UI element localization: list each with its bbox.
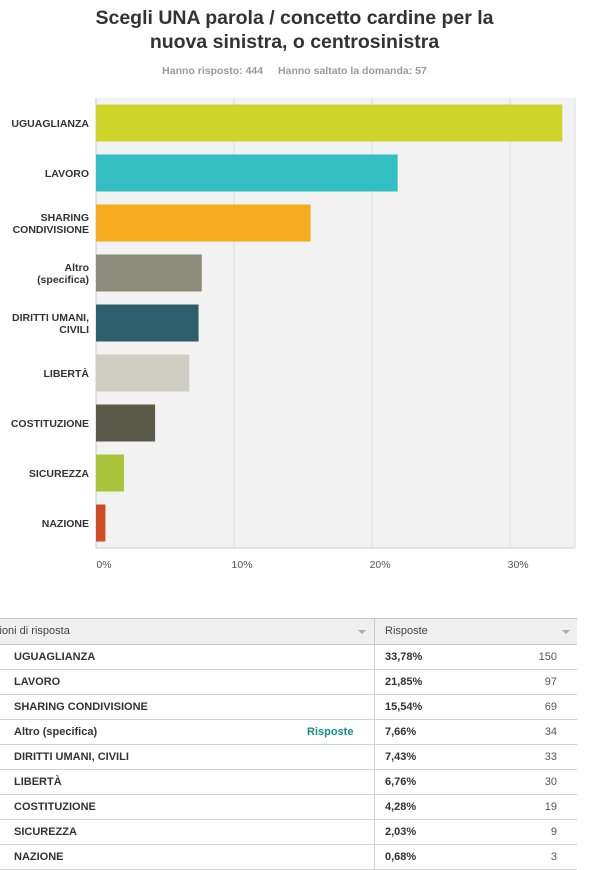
category-label: UGUAGLIANZA — [11, 118, 89, 130]
table-row: SICUREZZA 2,03% 9 — [0, 820, 577, 845]
column-divider — [374, 670, 375, 694]
column-divider — [374, 695, 375, 719]
category-label-line: DIRITTI UMANI, — [12, 312, 89, 324]
column-divider — [374, 745, 375, 769]
table-body: UGUAGLIANZA 33,78% 150 LAVORO 21,85% 97 SHARIN… — [0, 645, 577, 870]
category-label: NAZIONE — [42, 518, 89, 530]
category-label-line: Altro — [65, 262, 90, 274]
header-option[interactable]: zioni di risposta — [0, 625, 70, 637]
bar — [96, 104, 563, 142]
table-row: SHARING CONDIVISIONE 15,54% 69 — [0, 695, 577, 720]
chart-title: Scegli UNA parola / concetto cardine per… — [0, 6, 589, 54]
category-label-line: LIBERTÀ — [44, 367, 90, 380]
option-label: LIBERTÀ — [14, 776, 62, 788]
response-percent: 7,43% — [385, 751, 417, 763]
table-row: LAVORO 21,85% 97 — [0, 670, 577, 695]
option-label: Altro (specifica) — [14, 726, 98, 738]
category-label-line: SICUREZZA — [29, 468, 90, 480]
bar — [96, 454, 125, 492]
category-label-line: LAVORO — [45, 168, 89, 180]
column-divider — [374, 645, 375, 669]
bar — [96, 154, 398, 192]
response-percent: 33,78% — [385, 651, 423, 663]
sort-arrow-icon[interactable] — [358, 630, 366, 634]
category-label: LIBERTÀ — [44, 367, 90, 380]
category-label: LAVORO — [45, 168, 89, 180]
response-percent: 15,54% — [385, 701, 423, 713]
category-label-line: (specifica) — [37, 274, 89, 286]
option-label: UGUAGLIANZA — [14, 651, 96, 663]
response-percent: 4,28% — [385, 801, 417, 813]
x-tick-label: 10% — [232, 559, 253, 571]
response-count: 33 — [544, 751, 557, 763]
response-percent: 21,85% — [385, 676, 423, 688]
answered-count: Hanno risposto: 444 — [162, 65, 264, 77]
response-count: 9 — [550, 826, 557, 838]
bar-chart: 0% 10% 20% 30% UGUAGLIANZA LAVORO SHARING CONDI… — [11, 98, 576, 571]
table-row: UGUAGLIANZA 33,78% 150 — [0, 645, 577, 670]
category-label-line: CIVILI — [59, 324, 89, 336]
category-label: Altro (specifica) — [37, 262, 89, 286]
table-row: COSTITUZIONE 4,28% 19 — [0, 795, 577, 820]
category-label: COSTITUZIONE — [11, 418, 89, 430]
response-count: 34 — [544, 726, 557, 738]
responses-link[interactable]: Risposte — [307, 726, 354, 738]
category-label-line: UGUAGLIANZA — [11, 118, 89, 130]
x-tick-label: 20% — [370, 559, 391, 571]
category-label-line: COSTITUZIONE — [11, 418, 89, 430]
response-count: 3 — [550, 851, 557, 863]
header-divider — [374, 619, 375, 644]
column-divider — [374, 820, 375, 844]
option-label: LAVORO — [14, 676, 61, 688]
response-percent: 0,68% — [385, 851, 417, 863]
option-label: SHARING CONDIVISIONE — [14, 701, 148, 713]
skipped-count: Hanno saltato la domanda: 57 — [278, 65, 427, 77]
response-count: 30 — [544, 776, 557, 788]
response-percent: 7,66% — [385, 726, 417, 738]
response-count: 97 — [544, 676, 557, 688]
table-row: Altro (specifica) Risposte 7,66% 34 — [0, 720, 577, 745]
column-divider — [374, 845, 375, 869]
category-label-line: SHARING — [41, 212, 89, 224]
column-divider — [374, 770, 375, 794]
x-tick-label: 0% — [96, 559, 111, 571]
bar — [96, 204, 311, 242]
option-label: SICUREZZA — [14, 826, 77, 838]
column-divider — [374, 720, 375, 744]
option-label: COSTITUZIONE — [14, 801, 96, 813]
category-label: DIRITTI UMANI, CIVILI — [12, 312, 89, 336]
sort-arrow-icon[interactable] — [562, 630, 570, 634]
response-stats: Hanno risposto: 444 Hanno saltato la dom… — [0, 65, 589, 77]
response-percent: 6,76% — [385, 776, 417, 788]
category-label: SICUREZZA — [29, 468, 90, 480]
option-label: DIRITTI UMANI, CIVILI — [14, 751, 129, 763]
response-percent: 2,03% — [385, 826, 417, 838]
response-count: 150 — [538, 651, 557, 663]
bar — [96, 504, 106, 542]
column-divider — [374, 795, 375, 819]
table-row: LIBERTÀ 6,76% 30 — [0, 770, 577, 795]
response-count: 19 — [544, 801, 557, 813]
bar — [96, 354, 190, 392]
responses-table: zioni di risposta Risposte UGUAGLIANZA 33… — [0, 618, 577, 870]
header-responses[interactable]: Risposte — [385, 625, 428, 637]
bar — [96, 404, 156, 442]
table-row: NAZIONE 0,68% 3 — [0, 845, 577, 870]
category-label-line: CONDIVISIONE — [13, 224, 89, 236]
x-tick-label: 30% — [508, 559, 529, 571]
category-label-line: NAZIONE — [42, 518, 89, 530]
title-line-2: nuova sinistra, o centrosinistra — [149, 31, 440, 53]
title-line-1: Scegli UNA parola / concetto cardine per… — [95, 7, 494, 29]
response-count: 69 — [544, 701, 557, 713]
table-header: zioni di risposta Risposte — [0, 618, 577, 645]
category-label: SHARING CONDIVISIONE — [13, 212, 89, 236]
bar — [96, 304, 199, 342]
table-row: DIRITTI UMANI, CIVILI 7,43% 33 — [0, 745, 577, 770]
option-label: NAZIONE — [14, 851, 64, 863]
bar — [96, 254, 202, 292]
